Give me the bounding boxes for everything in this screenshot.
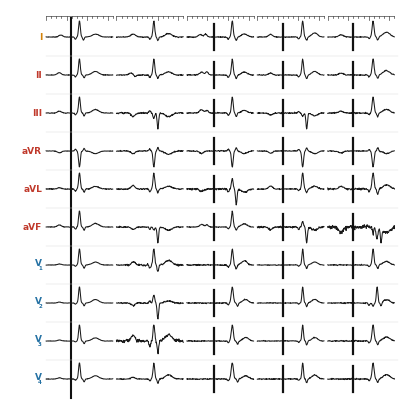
Text: V: V (35, 296, 42, 306)
Text: II: II (35, 70, 42, 80)
Text: III: III (32, 108, 42, 118)
Text: V: V (35, 258, 42, 268)
Text: 1: 1 (38, 266, 42, 272)
Text: I: I (39, 32, 42, 42)
Text: 3: 3 (38, 342, 42, 348)
Text: aVL: aVL (23, 184, 42, 194)
Text: 4: 4 (38, 380, 42, 386)
Text: 2: 2 (38, 304, 42, 310)
Text: V: V (35, 372, 42, 382)
Text: aVF: aVF (23, 222, 42, 232)
Text: aVR: aVR (22, 146, 42, 156)
Text: V: V (35, 334, 42, 344)
